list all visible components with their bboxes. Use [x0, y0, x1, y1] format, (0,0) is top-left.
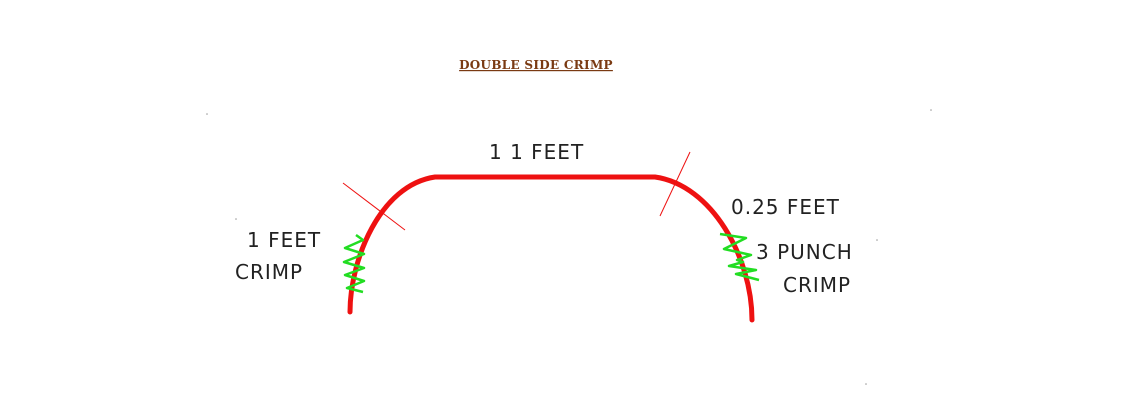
diagram-title: DOUBLE SIDE CRIMP [459, 58, 613, 72]
right-crimp-marks [719, 232, 760, 282]
scan-speck [206, 113, 208, 115]
bend-radius-label: 0.25 FEET [731, 195, 840, 219]
scan-speck [235, 218, 237, 220]
scan-speck [930, 109, 932, 111]
left-crimp-label-line1: 1 FEET [247, 228, 321, 252]
profile-shape [347, 174, 755, 323]
right-crimp-label-line2: CRIMP [783, 273, 851, 297]
right-crimp-label-line1: 3 PUNCH [756, 240, 853, 264]
left-tangent-mark [342, 182, 406, 231]
left-crimp-marks [342, 233, 366, 294]
left-crimp-label-line2: CRIMP [235, 260, 303, 284]
right-tangent-mark [659, 151, 691, 217]
scan-speck [876, 239, 878, 241]
top-length-label: 1 1 FEET [489, 140, 584, 164]
scan-speck [865, 383, 867, 385]
